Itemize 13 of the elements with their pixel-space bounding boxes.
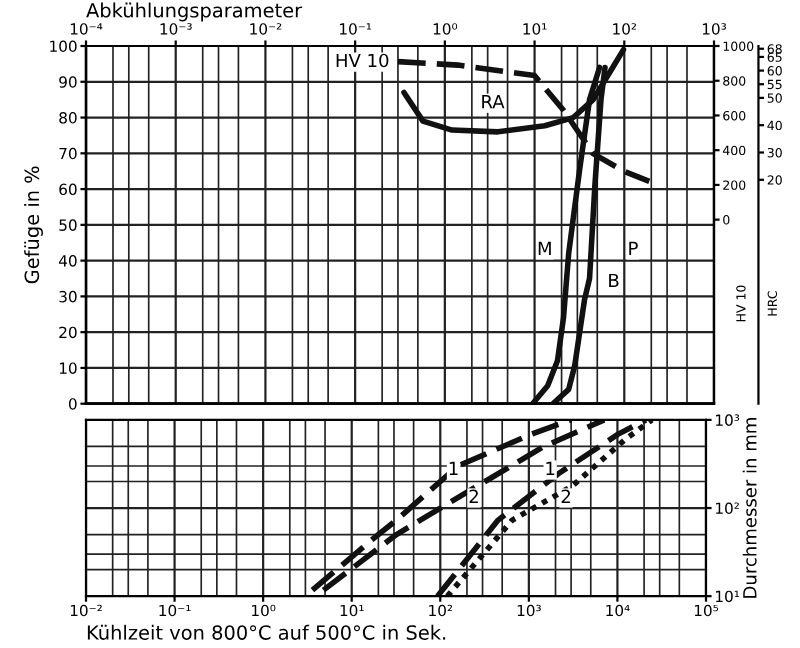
annotation: B [609, 273, 619, 288]
y-axis-title: Gefüge in % [24, 166, 43, 284]
x-axis-title: Abkühlungsparameter [86, 2, 303, 22]
annotation: RA [482, 95, 505, 109]
y-axis-title: Durchmesser in mm [742, 418, 757, 598]
annotation: 2 [469, 489, 478, 503]
annotation: HV 10 [336, 53, 389, 68]
x-axis-title: Kühlzeit von 800°C auf 500°C in Sek. [87, 624, 446, 640]
annotation: P [629, 241, 638, 255]
annotation: 1 [546, 461, 555, 475]
annotation: 1 [449, 461, 458, 475]
annotation: 2 [561, 489, 570, 503]
annotation: M [538, 241, 551, 255]
